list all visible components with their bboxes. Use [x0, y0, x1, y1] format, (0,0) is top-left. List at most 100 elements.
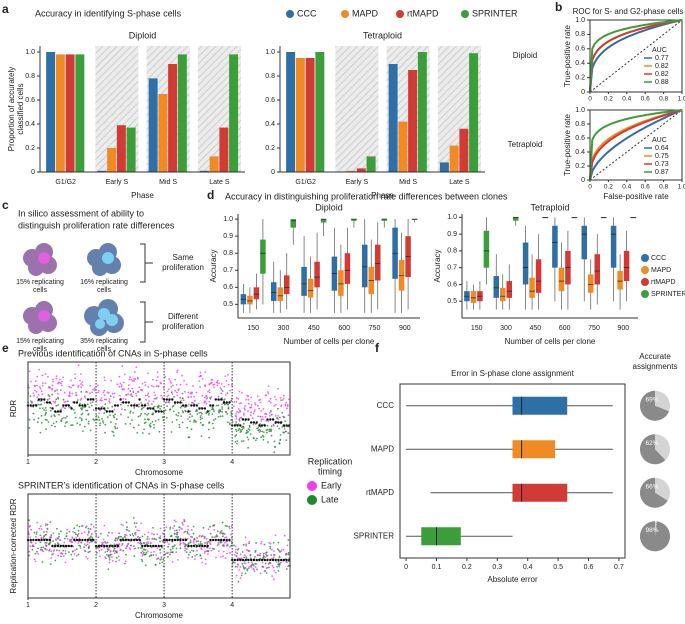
rdr-point [238, 402, 241, 405]
rdr-point [132, 426, 135, 429]
rdr-point [40, 390, 43, 393]
rdr-point [287, 432, 290, 434]
rdr-point [100, 532, 102, 535]
rdr-point [272, 556, 275, 559]
rdr-point [205, 538, 208, 540]
rdr-point [227, 373, 229, 376]
rdr-point [201, 412, 203, 415]
panel-label: c [2, 198, 9, 212]
box [362, 244, 368, 288]
rdr-point [70, 553, 73, 556]
rdr-point [69, 540, 72, 543]
cn-segment [56, 544, 60, 548]
rdr-point [72, 384, 75, 387]
cn-segment [59, 544, 62, 548]
rdr-point [52, 400, 55, 403]
box [307, 278, 314, 298]
rdr-point [208, 400, 211, 403]
rdr-point [133, 522, 136, 525]
rdr-point [62, 398, 65, 401]
rdr-point [104, 431, 106, 434]
x-tick-label: 150 [471, 325, 483, 332]
rdr-point [248, 542, 251, 545]
rdr-point [195, 408, 198, 411]
rdr-point [89, 550, 91, 553]
rdr-point [175, 391, 178, 394]
rdr-point [34, 552, 37, 555]
rdr-point [95, 399, 98, 402]
rdr-point [247, 438, 250, 441]
cn-segment [73, 538, 76, 542]
rdr-point [247, 398, 250, 401]
rdr-point [131, 387, 134, 390]
rdr-point [183, 543, 186, 545]
rdr-point [286, 544, 289, 547]
rdr-point [165, 552, 168, 555]
rdr-point [137, 541, 140, 544]
rdr-point [131, 533, 134, 535]
rdr-point [94, 531, 96, 533]
rdr-point [208, 410, 211, 412]
rdr-point [193, 395, 196, 398]
cn-segment [258, 558, 261, 562]
rdr-point [269, 542, 272, 545]
cn-segment [228, 538, 231, 542]
rdr-point [280, 405, 283, 408]
rdr-point [42, 546, 45, 549]
cn-segment [62, 404, 65, 407]
rdr-point [226, 413, 229, 415]
cn-segment [220, 538, 223, 542]
rdr-point [111, 560, 114, 562]
y-tick-label: 0.6 [265, 97, 275, 104]
rdr-point [49, 406, 52, 409]
rdr-point [167, 545, 170, 548]
rdr-point [160, 558, 163, 560]
rdr-point [230, 378, 233, 381]
rdr-point [269, 562, 272, 564]
rdr-point [164, 553, 167, 556]
box [421, 527, 461, 546]
rdr-point [259, 430, 262, 432]
rdr-point [273, 405, 276, 407]
rdr-point [34, 385, 36, 388]
rdr-point [61, 380, 63, 383]
rdr-point [254, 551, 257, 553]
rdr-point [99, 555, 101, 558]
cn-segment [266, 418, 269, 421]
rdr-point [114, 427, 117, 430]
rdr-point [120, 536, 122, 538]
rdr-point [187, 396, 190, 399]
rdr-point [181, 410, 184, 412]
rdr-point [189, 410, 192, 413]
rdr-point [267, 420, 270, 423]
subtitle: Diploid [129, 30, 157, 40]
rdr-point [156, 396, 158, 399]
cn-segment [236, 424, 239, 427]
box [320, 219, 327, 223]
rdr-point [155, 538, 158, 541]
panel-label: a [2, 2, 9, 16]
rdr-point [151, 532, 153, 535]
rdr-point [159, 527, 162, 530]
rdr-point [108, 549, 110, 551]
box [314, 261, 320, 288]
rdr-point [226, 392, 229, 394]
legend-value: 0.73 [655, 161, 669, 168]
rdr-point [286, 403, 289, 406]
rdr-point [275, 403, 277, 406]
rdr-point [87, 551, 90, 554]
rdr-point [168, 401, 171, 404]
cn-segment [277, 558, 280, 562]
rdr-point [34, 560, 37, 563]
rdr-point [244, 572, 247, 575]
rdr-point [141, 560, 144, 563]
rdr-point [98, 549, 101, 552]
rdr-point [270, 554, 273, 556]
x-tick-label: 0 [404, 564, 408, 571]
rdr-point [285, 553, 287, 555]
rdr-point [187, 528, 190, 531]
rdr-point [144, 564, 147, 567]
rdr-point [235, 574, 238, 577]
rdr-point [147, 541, 149, 543]
rdr-point [187, 436, 190, 439]
